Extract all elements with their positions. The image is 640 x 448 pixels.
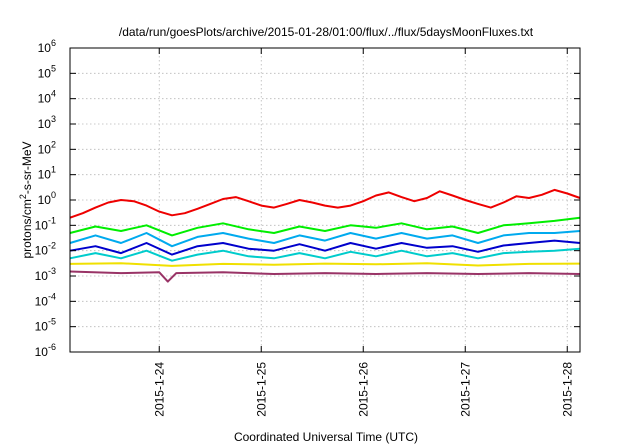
y-tick-label: 100 (38, 190, 56, 207)
y-tick-label-exp: -5 (48, 317, 56, 327)
series-line-5 (69, 262, 581, 267)
y-tick-label-exp: 0 (51, 190, 56, 200)
y-tick-label-base: 10 (38, 142, 52, 156)
y-tick-label-exp: 5 (51, 63, 56, 73)
y-tick-label-base: 10 (35, 345, 49, 359)
y-tick-label: 104 (38, 89, 56, 106)
y-tick-label-base: 10 (35, 320, 49, 334)
y-tick-label: 101 (38, 165, 56, 182)
y-tick-label-base: 10 (38, 168, 52, 182)
y-tick-label-exp: 3 (51, 114, 56, 124)
y-tick-label: 10-3 (35, 266, 56, 283)
series-line-4 (69, 247, 581, 262)
y-tick-label-base: 10 (35, 294, 49, 308)
series-line-6 (69, 270, 581, 283)
chart-title: /data/run/goesPlots/archive/2015-01-28/0… (119, 25, 534, 39)
y-axis-label-rest: -s-sr-MeV (20, 141, 34, 194)
y-tick-label-base: 10 (38, 41, 52, 55)
y-tick-label-exp: -3 (48, 266, 56, 276)
y-tick-label-exp: 2 (51, 139, 56, 149)
y-axis: 10-610-510-410-310-210-11001011021031041… (35, 38, 580, 359)
x-tick-label: 2015-1-25 (254, 362, 268, 417)
x-tick-label: 2015-1-28 (560, 362, 574, 417)
y-tick-label: 10-2 (35, 241, 56, 258)
y-tick-label-base: 10 (38, 193, 52, 207)
y-tick-label-base: 10 (35, 244, 49, 258)
y-tick-label-exp: -1 (48, 215, 56, 225)
y-tick-label-exp: -6 (48, 342, 56, 352)
x-tick-label: 2015-1-26 (356, 362, 370, 417)
x-axis-label: Coordinated Universal Time (UTC) (234, 430, 418, 444)
y-tick-label: 10-4 (35, 291, 56, 308)
y-tick-label-exp: -4 (48, 291, 56, 301)
y-axis-label-sup: 2 (18, 194, 28, 199)
y-tick-label: 102 (38, 139, 56, 156)
y-tick-label: 106 (38, 38, 56, 55)
y-tick-label-base: 10 (38, 66, 52, 80)
y-tick-label-base: 10 (38, 117, 52, 131)
y-axis-label-base: protons/cm (20, 199, 34, 258)
y-tick-label: 10-5 (35, 317, 56, 334)
y-tick-label: 105 (38, 63, 56, 80)
y-tick-label: 103 (38, 114, 56, 131)
series-line-3 (69, 239, 581, 256)
y-tick-label-exp: 6 (51, 38, 56, 48)
series-line-2 (69, 230, 581, 248)
y-tick-label-exp: -2 (48, 241, 56, 251)
series-lines (69, 188, 581, 283)
series-line-0 (69, 188, 581, 219)
y-axis-label: protons/cm2-s-sr-MeV (18, 141, 34, 258)
y-tick-label-base: 10 (35, 269, 49, 283)
y-tick-label-base: 10 (35, 218, 49, 232)
y-tick-label: 10-1 (35, 215, 56, 232)
y-tick-label: 10-6 (35, 342, 56, 359)
series-line-1 (69, 216, 581, 237)
x-tick-label: 2015-1-24 (152, 362, 166, 417)
x-tick-label: 2015-1-27 (458, 362, 472, 417)
y-tick-label-exp: 1 (51, 165, 56, 175)
x-axis: 2015-1-24 2015-1-25 2015-1-26 2015-1-27 2015… (152, 48, 574, 417)
y-tick-label-base: 10 (38, 92, 52, 106)
y-tick-label-exp: 4 (51, 89, 56, 99)
grid-lines (70, 48, 580, 352)
